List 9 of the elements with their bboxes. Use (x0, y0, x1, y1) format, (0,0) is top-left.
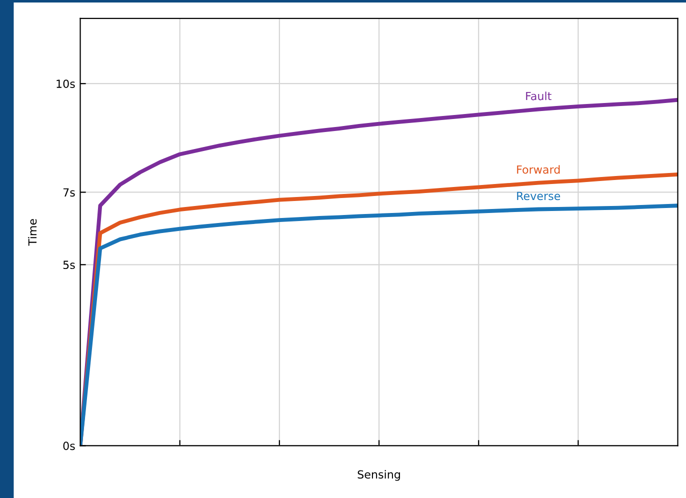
series-label: Fault (526, 92, 552, 100)
x-axis-title: Sensing (358, 470, 400, 481)
y-axis-title: Time (28, 219, 37, 246)
y-tick-label: 5s (63, 260, 75, 270)
y-tick-label: 7s (63, 188, 75, 197)
series-label: Reverse (517, 192, 560, 200)
y-tick-label: 0s (63, 442, 75, 450)
y-tick-label: 10s (56, 80, 75, 88)
series-label: Forward (517, 165, 560, 174)
